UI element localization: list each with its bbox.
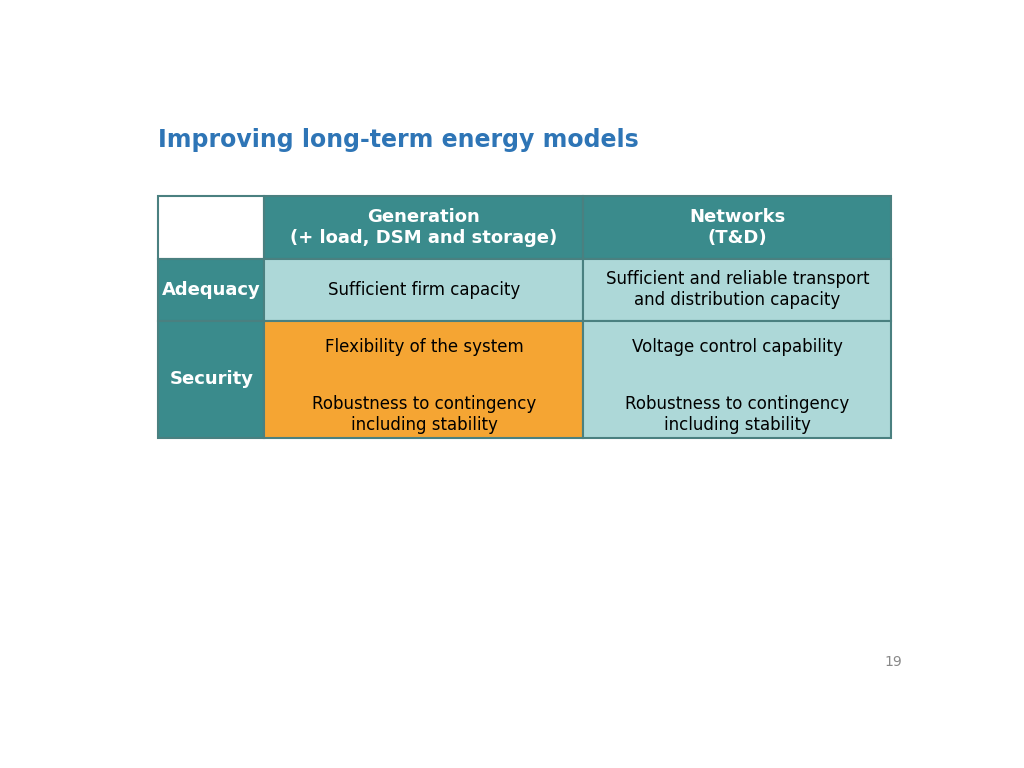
Bar bbox=[158, 320, 264, 438]
Text: Robustness to contingency
including stability: Robustness to contingency including stab… bbox=[626, 396, 850, 434]
Text: Networks
(T&D): Networks (T&D) bbox=[689, 208, 785, 247]
Text: Security: Security bbox=[169, 370, 253, 389]
Text: Sufficient and reliable transport
and distribution capacity: Sufficient and reliable transport and di… bbox=[606, 270, 869, 309]
Text: Robustness to contingency
including stability: Robustness to contingency including stab… bbox=[312, 396, 537, 434]
Text: Adequacy: Adequacy bbox=[162, 280, 261, 299]
Bar bbox=[264, 320, 584, 438]
Bar bbox=[158, 196, 264, 259]
Bar bbox=[584, 196, 892, 259]
Bar bbox=[584, 320, 892, 438]
Bar bbox=[584, 259, 892, 320]
Text: Improving long-term energy models: Improving long-term energy models bbox=[158, 127, 639, 151]
Text: Flexibility of the system: Flexibility of the system bbox=[325, 338, 523, 356]
Text: 19: 19 bbox=[884, 655, 902, 669]
Bar bbox=[158, 259, 264, 320]
Text: Generation
(+ load, DSM and storage): Generation (+ load, DSM and storage) bbox=[291, 208, 558, 247]
Bar bbox=[264, 259, 584, 320]
Bar bbox=[264, 196, 584, 259]
Text: Voltage control capability: Voltage control capability bbox=[632, 338, 843, 356]
Text: Sufficient firm capacity: Sufficient firm capacity bbox=[328, 280, 520, 299]
